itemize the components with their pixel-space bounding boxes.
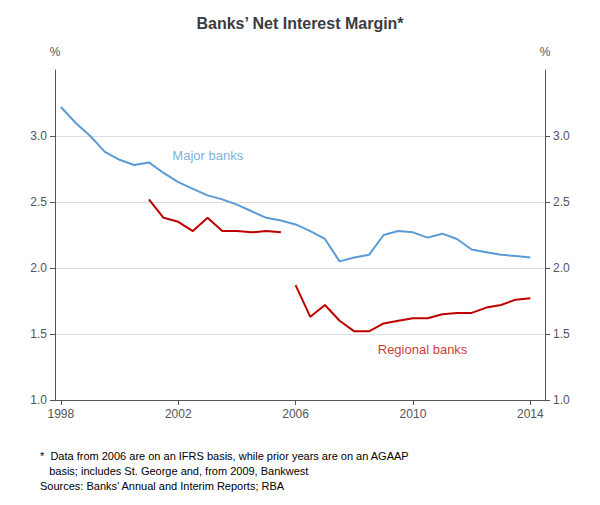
- svg-text:2.0: 2.0: [553, 261, 570, 275]
- svg-text:2002: 2002: [165, 407, 192, 421]
- svg-text:2.0: 2.0: [30, 261, 47, 275]
- svg-text:3.0: 3.0: [553, 129, 570, 143]
- svg-text:Major banks: Major banks: [172, 148, 243, 163]
- svg-text:%: %: [540, 45, 551, 59]
- svg-text:2014: 2014: [517, 407, 544, 421]
- svg-text:* Data from 2006 are on an IF: * Data from 2006 are on an IFRS basis, w…: [40, 450, 409, 462]
- svg-text:1.5: 1.5: [553, 327, 570, 341]
- svg-text:Regional banks: Regional banks: [378, 342, 468, 357]
- svg-text:1.0: 1.0: [30, 393, 47, 407]
- svg-text:1998: 1998: [48, 407, 75, 421]
- svg-text:Sources: Banks’ Annual and Int: Sources: Banks’ Annual and Interim Repor…: [40, 480, 285, 492]
- svg-text:2006: 2006: [282, 407, 309, 421]
- svg-text:3.0: 3.0: [30, 129, 47, 143]
- svg-text:%: %: [50, 45, 61, 59]
- svg-text:2010: 2010: [400, 407, 427, 421]
- svg-text:1.5: 1.5: [30, 327, 47, 341]
- svg-text:Banks’ Net Interest Margin*: Banks’ Net Interest Margin*: [196, 15, 404, 32]
- svg-text:2.5: 2.5: [553, 195, 570, 209]
- svg-text:2.5: 2.5: [30, 195, 47, 209]
- svg-text:1.0: 1.0: [553, 393, 570, 407]
- svg-text:basis; includes St. George and: basis; includes St. George and, from 200…: [40, 465, 308, 477]
